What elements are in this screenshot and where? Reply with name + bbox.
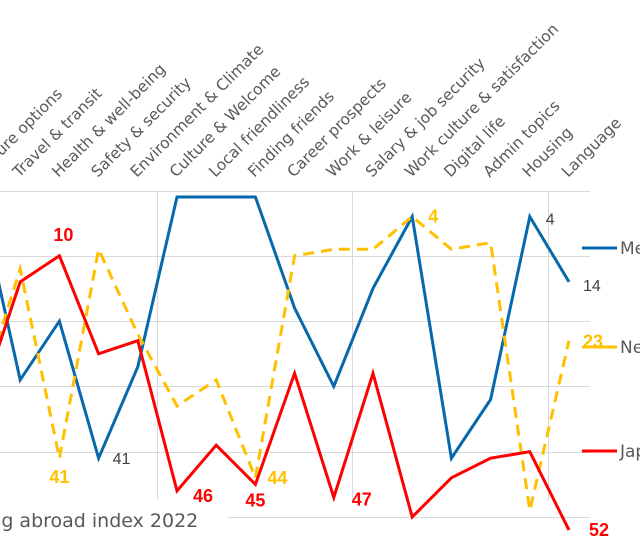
legend: Me Ne Jap xyxy=(582,239,640,462)
data-label-1: 44 xyxy=(267,468,287,488)
data-label-2: 45 xyxy=(245,490,265,510)
series-line-1 xyxy=(0,214,571,511)
legend-item[interactable]: Me xyxy=(582,239,640,259)
legend-item[interactable]: Ne xyxy=(582,338,640,358)
data-labels: 24141441444231046454752 xyxy=(49,207,609,540)
series-line-2 xyxy=(0,253,571,531)
data-label-1: 41 xyxy=(49,467,69,487)
chart-title: ing abroad index 2022 xyxy=(0,510,198,532)
data-label-1: 23 xyxy=(583,332,603,352)
data-label-2: 47 xyxy=(352,489,372,509)
legend-label: Ne xyxy=(620,338,640,358)
data-label-2: 52 xyxy=(589,520,609,540)
legend-label: Me xyxy=(620,239,640,259)
data-label-2: 10 xyxy=(53,225,73,245)
legend-label: Jap xyxy=(619,442,640,462)
x-tick-label: Language xyxy=(558,114,625,181)
data-label-0: 4 xyxy=(546,212,555,229)
series-line-0 xyxy=(0,195,571,463)
data-label-0: 14 xyxy=(583,278,601,295)
series-lines xyxy=(0,195,571,531)
data-label-0: 41 xyxy=(113,451,131,468)
legend-item[interactable]: Jap xyxy=(582,442,640,462)
data-label-2: 46 xyxy=(193,486,213,506)
data-label-1: 4 xyxy=(428,207,438,227)
